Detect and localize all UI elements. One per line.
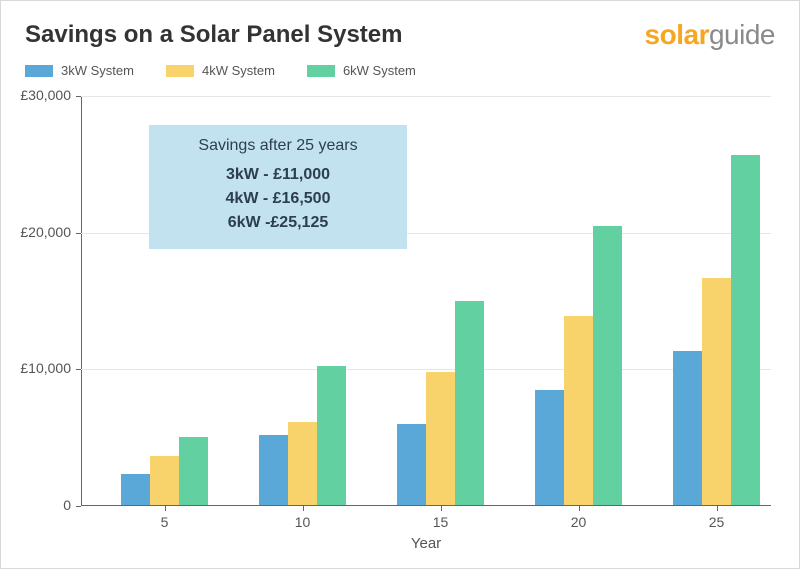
x-tick — [441, 506, 442, 511]
header: Savings on a Solar Panel System solargui… — [25, 19, 775, 51]
logo: solarguide — [645, 19, 775, 51]
legend-label: 6kW System — [343, 63, 416, 78]
y-tick — [76, 233, 81, 234]
legend-item: 6kW System — [307, 63, 416, 78]
gridline — [81, 369, 771, 370]
legend-swatch — [307, 65, 335, 77]
bar — [535, 390, 564, 505]
bar — [179, 437, 208, 505]
bar — [259, 435, 288, 505]
bar — [121, 474, 150, 505]
bar — [593, 226, 622, 505]
legend-label: 4kW System — [202, 63, 275, 78]
y-tick-label: £30,000 — [11, 87, 71, 103]
bar — [731, 155, 760, 505]
legend-item: 4kW System — [166, 63, 275, 78]
gridline — [81, 96, 771, 97]
legend: 3kW System 4kW System 6kW System — [25, 63, 416, 78]
bar — [397, 424, 426, 505]
chart-title: Savings on a Solar Panel System — [25, 21, 402, 49]
x-tick — [165, 506, 166, 511]
legend-label: 3kW System — [61, 63, 134, 78]
y-axis-line — [81, 96, 82, 506]
bar — [150, 456, 179, 505]
x-tick-label: 5 — [161, 514, 169, 530]
bar — [673, 351, 702, 505]
legend-swatch — [25, 65, 53, 77]
legend-swatch — [166, 65, 194, 77]
x-tick-label: 15 — [433, 514, 449, 530]
logo-part2: guide — [709, 19, 775, 50]
y-tick — [76, 96, 81, 97]
x-axis-line — [81, 505, 771, 506]
info-box-line: 6kW -£25,125 — [173, 211, 383, 235]
x-tick — [303, 506, 304, 511]
y-tick — [76, 369, 81, 370]
bar — [702, 278, 731, 505]
y-tick-label: £10,000 — [11, 360, 71, 376]
x-tick-label: 20 — [571, 514, 587, 530]
y-tick-label: 0 — [11, 497, 71, 513]
info-box-line: 3kW - £11,000 — [173, 163, 383, 187]
bar — [317, 366, 346, 505]
info-box-line: 4kW - £16,500 — [173, 187, 383, 211]
legend-item: 3kW System — [25, 63, 134, 78]
bar — [564, 316, 593, 505]
info-box: Savings after 25 years 3kW - £11,0004kW … — [149, 125, 407, 249]
x-tick — [579, 506, 580, 511]
x-tick-label: 25 — [709, 514, 725, 530]
info-box-title: Savings after 25 years — [173, 137, 383, 155]
x-tick — [717, 506, 718, 511]
info-box-lines: 3kW - £11,0004kW - £16,5006kW -£25,125 — [173, 163, 383, 235]
bar — [455, 301, 484, 505]
logo-part1: solar — [645, 19, 709, 50]
y-tick — [76, 506, 81, 507]
bar — [288, 422, 317, 505]
bar — [426, 372, 455, 505]
y-tick-label: £20,000 — [11, 224, 71, 240]
x-tick-label: 10 — [295, 514, 311, 530]
x-axis-title: Year — [411, 535, 441, 552]
chart-container: Savings on a Solar Panel System solargui… — [0, 0, 800, 569]
